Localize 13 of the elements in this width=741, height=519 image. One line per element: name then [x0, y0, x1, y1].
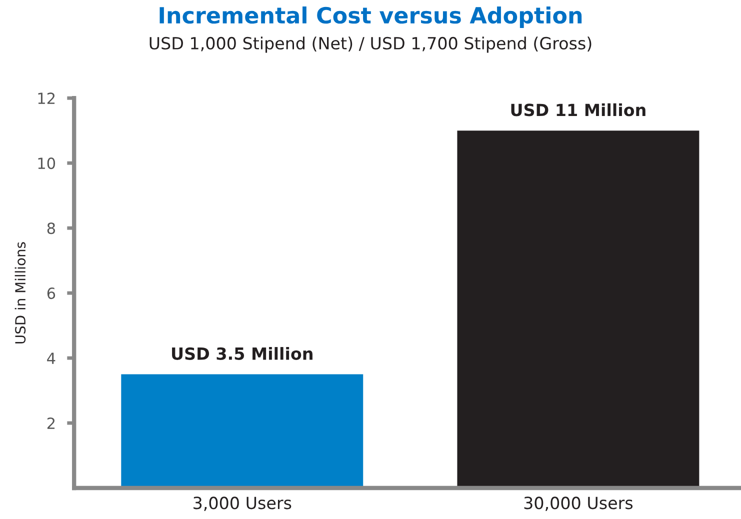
chart-title: Incremental Cost versus Adoption [160, 6, 582, 28]
y-tick-label: 12 [38, 92, 55, 104]
y-tick-label: 4 [47, 352, 56, 364]
y-tick-label: 6 [47, 288, 56, 300]
x-tick-label: 30,000 Users [524, 496, 633, 511]
y-tick-label: 8 [47, 222, 55, 234]
y-tick-label: 10 [38, 158, 56, 170]
y-tick-label: 2 [47, 417, 55, 429]
x-tick-label: 3,000 Users [194, 496, 292, 511]
y-axis-title: USD in Millions [14, 242, 26, 344]
data-label: USD 11 Million [511, 103, 646, 116]
chart-subtitle: USD 1,000 Stipend (Net) / USD 1,700 Stipend (Gross) [150, 36, 592, 53]
data-label: USD 3.5 Million [172, 347, 312, 360]
